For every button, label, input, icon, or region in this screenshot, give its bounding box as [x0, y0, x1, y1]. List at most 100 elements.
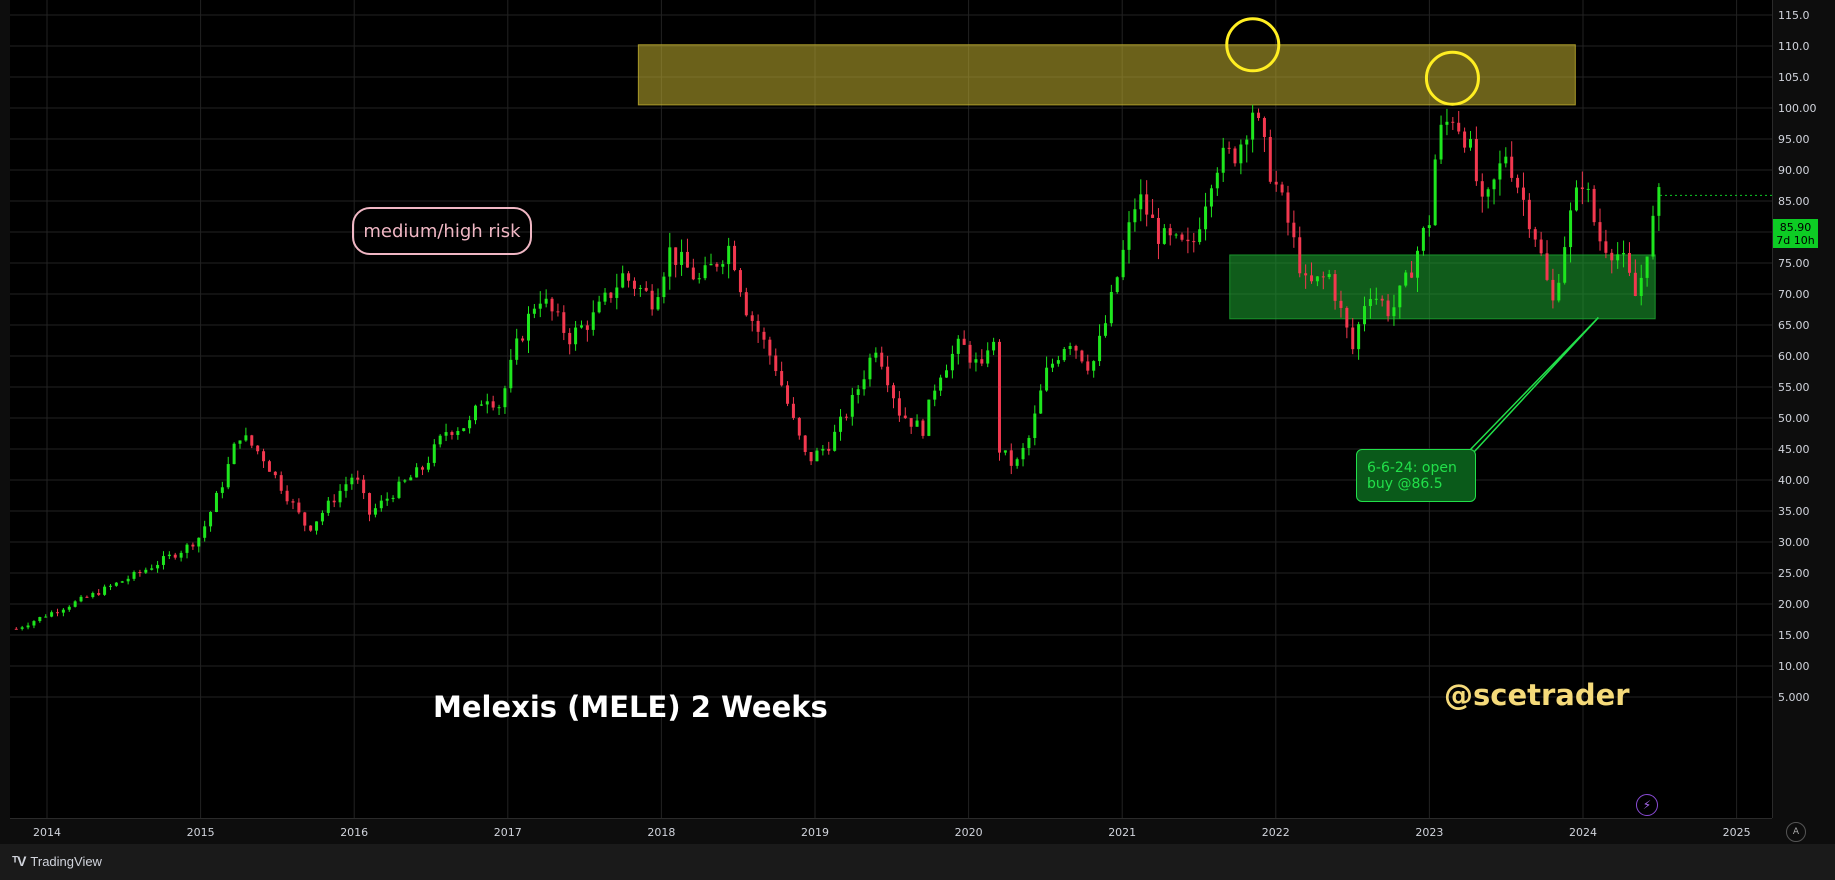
candle-body: [868, 357, 872, 380]
candle-body: [974, 359, 978, 363]
candle-body: [1251, 112, 1255, 140]
candle-body: [1598, 222, 1602, 242]
candle-body: [338, 490, 342, 503]
candle-body: [1215, 172, 1219, 189]
candle-body: [850, 394, 854, 417]
candle-body: [1433, 159, 1437, 226]
candle-body: [1204, 206, 1208, 230]
candle-body: [1310, 275, 1314, 282]
candle-body: [945, 370, 949, 378]
candle-body: [103, 586, 107, 595]
candle-body: [1616, 254, 1620, 261]
x-tick-label: 2020: [955, 826, 983, 839]
candle-body: [574, 327, 578, 345]
candle-body: [950, 353, 954, 371]
tradingview-mark-icon: ᵀV: [12, 853, 26, 869]
candle-body: [1439, 124, 1443, 160]
candle-body: [291, 501, 295, 503]
candle-body: [526, 313, 530, 341]
candle-body: [491, 401, 495, 408]
candle-body: [167, 554, 171, 557]
candle-body: [220, 487, 224, 493]
candle-body: [568, 332, 572, 345]
candle-body: [697, 278, 701, 280]
candle-body: [97, 593, 101, 595]
candle-body: [38, 617, 42, 622]
x-tick-label: 2023: [1415, 826, 1443, 839]
risk-label: medium/high risk: [363, 220, 521, 242]
candle-body: [844, 416, 848, 418]
candle-body: [1086, 361, 1090, 371]
top-circle-1: [1225, 17, 1281, 73]
candle-body: [444, 432, 448, 436]
candle-body: [962, 338, 966, 345]
candle-body: [132, 572, 136, 579]
candle-body: [209, 511, 213, 527]
price-axis[interactable]: [1772, 0, 1835, 818]
candle-body: [744, 292, 748, 316]
candle-body: [774, 355, 778, 372]
x-tick-label: 2019: [801, 826, 829, 839]
candle-body: [203, 526, 207, 538]
x-tick-label: 2014: [33, 826, 61, 839]
candle-body: [191, 544, 195, 547]
candle-body: [1074, 346, 1078, 351]
candle-body: [503, 388, 507, 408]
candle-body: [1586, 188, 1590, 190]
tradingview-logo[interactable]: ᵀV TradingView: [12, 853, 102, 869]
candle-body: [468, 420, 472, 429]
candle-body: [892, 385, 896, 399]
candle-body: [1527, 199, 1531, 230]
candle-body: [426, 462, 430, 470]
plot-area[interactable]: [10, 0, 1772, 818]
candle-body: [874, 352, 878, 358]
candle-body: [1280, 184, 1284, 193]
candle-body: [415, 467, 419, 478]
candle-body: [1145, 194, 1149, 215]
annotation-layer: [1225, 17, 1772, 453]
candle-body: [1398, 285, 1402, 308]
candle-body: [26, 625, 30, 628]
candle-body: [585, 325, 589, 330]
candle-body: [803, 435, 807, 452]
candle-body: [1486, 189, 1490, 197]
candle-body: [1209, 188, 1213, 207]
candle-body: [821, 448, 825, 451]
candle-body: [644, 287, 648, 291]
candle-body: [1468, 139, 1472, 148]
last-price-badge[interactable]: 85.90 7d 10h: [1773, 219, 1818, 248]
time-axis[interactable]: [10, 818, 1772, 845]
candle-body: [1339, 300, 1343, 308]
candle-body: [968, 344, 972, 363]
candle-body: [1227, 147, 1231, 149]
y-tick-label: 95.00: [1778, 133, 1810, 146]
candle-body: [1003, 450, 1007, 453]
candle-body: [150, 568, 154, 570]
y-tick-label: 30.00: [1778, 536, 1810, 549]
lightning-icon[interactable]: ⚡: [1636, 794, 1658, 816]
y-tick-label: 20.00: [1778, 598, 1810, 611]
x-tick-label: 2024: [1569, 826, 1597, 839]
candle-body: [138, 572, 142, 574]
candle-body: [992, 341, 996, 351]
candle-body: [479, 404, 483, 406]
candle-body: [579, 325, 583, 328]
candle-body: [1574, 187, 1578, 211]
bottom-bar: [0, 844, 1835, 880]
candle-body: [1121, 249, 1125, 278]
candle-body: [856, 389, 860, 395]
y-tick-label: 60.00: [1778, 350, 1810, 363]
candle-body: [1333, 274, 1337, 301]
x-tick-label: 2021: [1108, 826, 1136, 839]
candle-body: [238, 440, 242, 444]
candle-body: [267, 461, 271, 472]
candle-body: [1492, 179, 1496, 190]
candle-body: [927, 399, 931, 436]
candle-body: [909, 418, 913, 427]
candle-body: [1257, 112, 1261, 119]
candle-body: [250, 435, 254, 446]
candle-body: [1127, 222, 1131, 250]
candle-body: [903, 415, 907, 419]
auto-scale-icon[interactable]: A: [1786, 822, 1806, 842]
candle-body: [738, 270, 742, 293]
